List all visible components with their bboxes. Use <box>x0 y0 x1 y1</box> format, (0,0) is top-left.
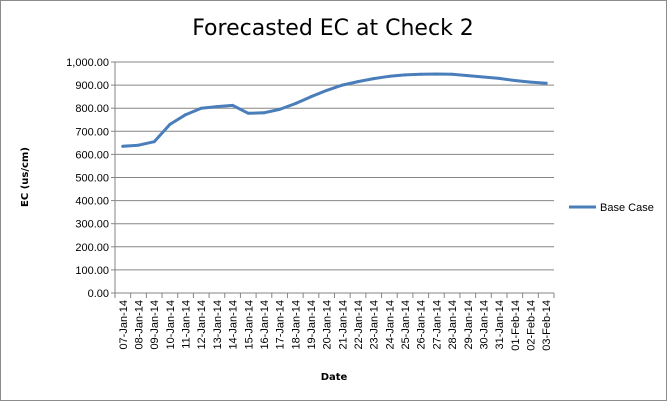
y-tick-label: 200.00 <box>75 242 109 254</box>
x-tick-label: 23-Jan-14 <box>369 300 381 350</box>
data-point <box>387 74 391 78</box>
data-point <box>137 143 141 147</box>
x-tick-label: 14-Jan-14 <box>228 300 240 350</box>
x-tick-label: 02-Feb-14 <box>525 300 537 351</box>
data-point <box>199 106 203 110</box>
x-tick-label: 30-Jan-14 <box>478 300 490 350</box>
x-tick-label: 09-Jan-14 <box>149 300 161 350</box>
x-tick-label: 07-Jan-14 <box>118 300 130 350</box>
y-tick-label: 400.00 <box>75 196 109 208</box>
data-point <box>215 105 219 109</box>
data-point <box>481 75 485 79</box>
data-point <box>246 111 250 115</box>
y-tick-label: 500.00 <box>75 173 109 185</box>
data-point <box>528 80 532 84</box>
x-tick-label: 12-Jan-14 <box>196 300 208 350</box>
legend: Base Case <box>569 202 654 214</box>
data-point <box>184 113 188 117</box>
x-tick-label: 26-Jan-14 <box>416 300 428 350</box>
data-point <box>419 72 423 76</box>
data-point <box>466 74 470 78</box>
x-tick-label: 21-Jan-14 <box>337 300 349 350</box>
data-point <box>372 77 376 81</box>
y-tick-label: 900.00 <box>75 80 109 92</box>
x-tick-label: 31-Jan-14 <box>494 300 506 350</box>
x-tick-label: 10-Jan-14 <box>165 300 177 350</box>
y-axis-label: EC (us/cm) <box>20 147 31 207</box>
data-point <box>513 78 517 82</box>
x-tick-labels: 07-Jan-14 08-Jan-14 09-Jan-14 10-Jan-14 11-J… <box>114 293 555 351</box>
chart-title: Forecasted EC at Check 2 <box>192 16 474 41</box>
data-point <box>450 72 454 76</box>
data-point <box>168 122 172 126</box>
series-line <box>121 72 548 148</box>
data-point <box>325 88 329 92</box>
y-tick-label: 300.00 <box>75 219 109 231</box>
x-tick-label: 28-Jan-14 <box>447 300 459 350</box>
series-group <box>121 72 548 148</box>
data-point <box>121 144 125 148</box>
data-point <box>356 80 360 84</box>
x-tick-label: 17-Jan-14 <box>275 300 287 350</box>
data-point <box>544 81 548 85</box>
data-point <box>403 73 407 77</box>
y-tick-label: 600.00 <box>75 149 109 161</box>
legend-label: Base Case <box>600 202 654 214</box>
x-tick-label: 11-Jan-14 <box>181 300 193 349</box>
x-tick-label: 29-Jan-14 <box>463 300 475 350</box>
y-tick-label: 1,000.00 <box>66 57 109 69</box>
data-point <box>152 140 156 144</box>
y-tick-label: 100.00 <box>75 265 109 277</box>
x-tick-label: 18-Jan-14 <box>290 300 302 350</box>
y-tick-label: 0.00 <box>88 288 109 300</box>
x-tick-label: 19-Jan-14 <box>306 300 318 350</box>
data-point <box>340 83 344 87</box>
x-tick-label: 01-Feb-14 <box>510 300 522 351</box>
data-point <box>309 95 313 99</box>
y-tick-labels: 0.00 100.00 200.00 300.00 400.00 500.00 600.00… <box>66 57 115 300</box>
x-tick-label: 16-Jan-14 <box>259 300 271 350</box>
x-tick-label: 13-Jan-14 <box>212 300 224 350</box>
x-tick-label: 03-Feb-14 <box>541 300 553 351</box>
data-point <box>231 103 235 107</box>
y-tick-label: 800.00 <box>75 103 109 115</box>
data-point <box>278 107 282 111</box>
y-tick-label: 700.00 <box>75 126 109 138</box>
data-point <box>497 76 501 80</box>
gridlines <box>115 61 554 271</box>
x-tick-label: 27-Jan-14 <box>431 300 443 350</box>
data-point <box>262 111 266 115</box>
x-tick-label: 24-Jan-14 <box>384 300 396 350</box>
data-point <box>434 72 438 76</box>
x-tick-label: 25-Jan-14 <box>400 300 412 350</box>
x-tick-label: 08-Jan-14 <box>134 300 146 350</box>
x-tick-label: 20-Jan-14 <box>322 300 334 350</box>
x-tick-label: 15-Jan-14 <box>243 300 255 350</box>
data-point <box>293 102 297 106</box>
x-axis-label: Date <box>321 372 348 383</box>
x-tick-label: 22-Jan-14 <box>353 300 365 350</box>
